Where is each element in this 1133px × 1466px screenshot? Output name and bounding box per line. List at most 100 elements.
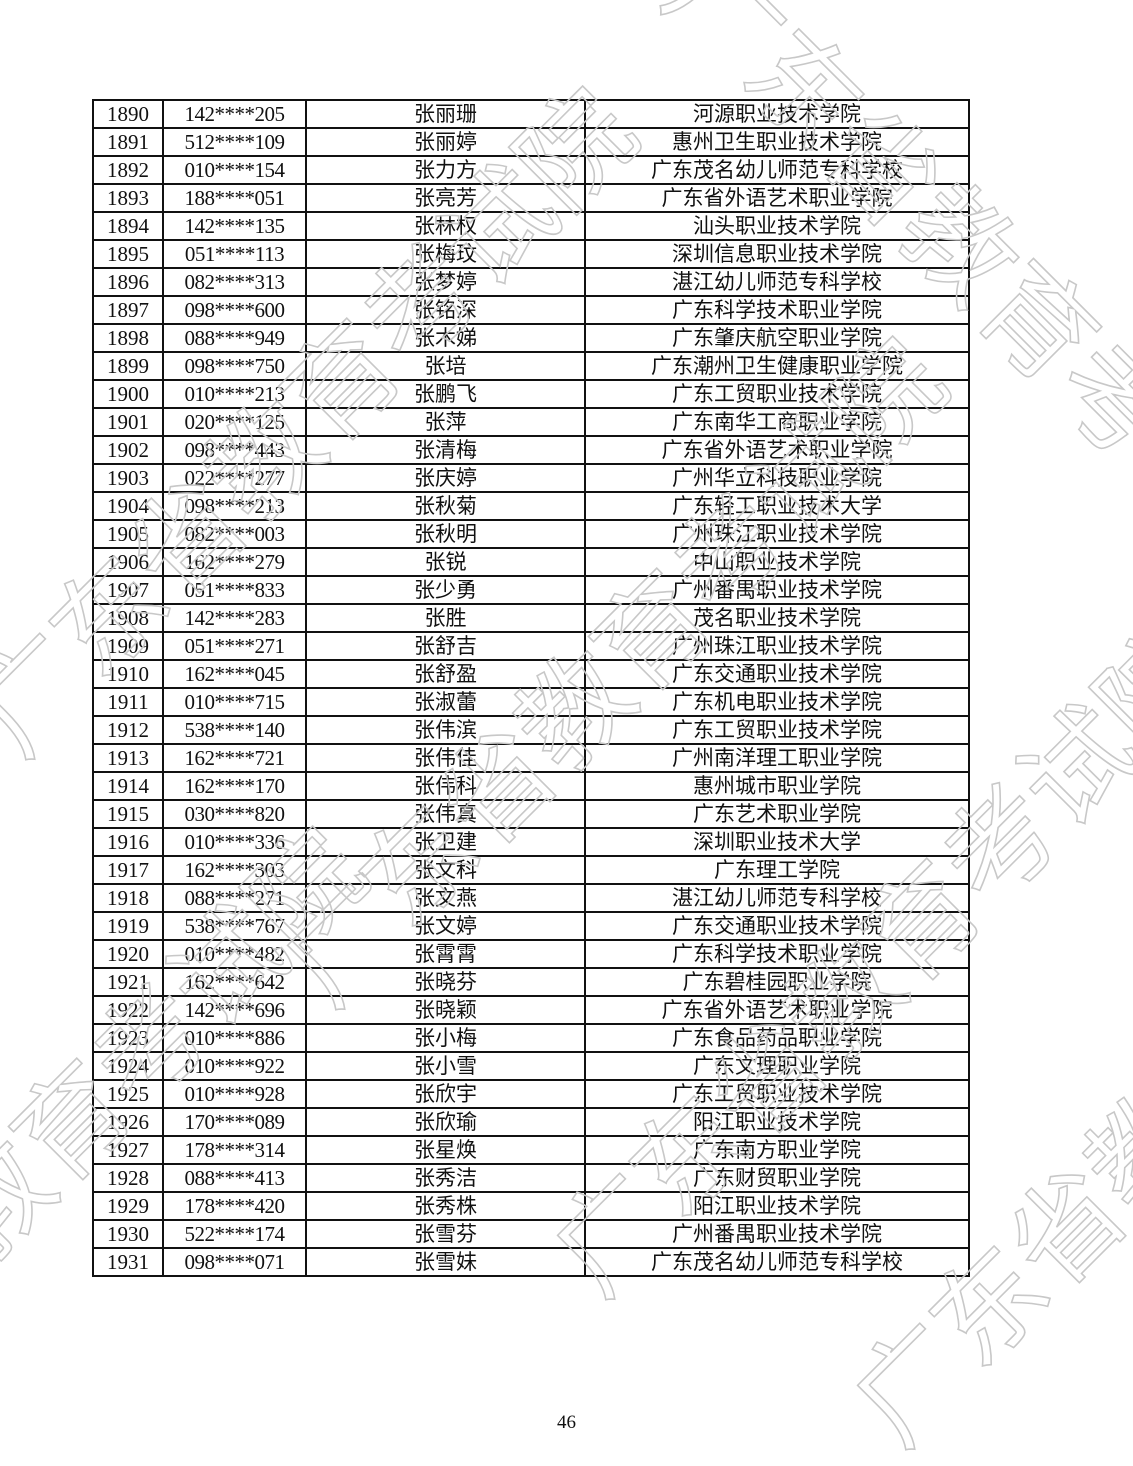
student-name-cell: 张欣瑜 — [305, 1107, 586, 1137]
row-number-cell: 1911 — [92, 687, 164, 717]
school-name-cell: 广东艺术职业学院 — [584, 799, 970, 829]
table-row: 1926 170****089 张欣瑜 阳江职业技术学院 — [92, 1107, 970, 1137]
id-number-cell: 088****413 — [162, 1163, 307, 1193]
id-number-cell: 098****443 — [162, 435, 307, 465]
table-row: 1894 142****135 张林权 汕头职业技术学院 — [92, 211, 970, 241]
id-number-cell: 142****205 — [162, 99, 307, 129]
school-name-cell: 广州番禺职业技术学院 — [584, 575, 970, 605]
table-row: 1899 098****750 张培 广东潮州卫生健康职业学院 — [92, 351, 970, 381]
id-number-cell: 082****313 — [162, 267, 307, 297]
id-number-cell: 098****600 — [162, 295, 307, 325]
student-name-cell: 张舒吉 — [305, 631, 586, 661]
student-name-cell: 张星焕 — [305, 1135, 586, 1165]
row-number-cell: 1918 — [92, 883, 164, 913]
table-row: 1898 088****949 张木娣 广东肇庆航空职业学院 — [92, 323, 970, 353]
id-number-cell: 051****113 — [162, 239, 307, 269]
page-number: 46 — [557, 1412, 576, 1433]
school-name-cell: 广东工贸职业技术学院 — [584, 379, 970, 409]
row-number-cell: 1894 — [92, 211, 164, 241]
school-name-cell: 广东理工学院 — [584, 855, 970, 885]
student-name-cell: 张林权 — [305, 211, 586, 241]
school-name-cell: 广东潮州卫生健康职业学院 — [584, 351, 970, 381]
id-number-cell: 088****949 — [162, 323, 307, 353]
id-number-cell: 142****696 — [162, 995, 307, 1025]
id-number-cell: 022****277 — [162, 463, 307, 493]
student-name-cell: 张晓芬 — [305, 967, 586, 997]
id-number-cell: 162****045 — [162, 659, 307, 689]
id-number-cell: 162****279 — [162, 547, 307, 577]
student-name-cell: 张伟真 — [305, 799, 586, 829]
row-number-cell: 1920 — [92, 939, 164, 969]
student-name-cell: 张梅玟 — [305, 239, 586, 269]
school-name-cell: 广东碧桂园职业学院 — [584, 967, 970, 997]
row-number-cell: 1915 — [92, 799, 164, 829]
id-number-cell: 082****003 — [162, 519, 307, 549]
row-number-cell: 1891 — [92, 127, 164, 157]
row-number-cell: 1895 — [92, 239, 164, 269]
table-row: 1903 022****277 张庆婷 广州华立科技职业学院 — [92, 463, 970, 493]
table-row: 1920 010****482 张霄霄 广东科学技术职业学院 — [92, 939, 970, 969]
school-name-cell: 阳江职业技术学院 — [584, 1191, 970, 1221]
table-row: 1912 538****140 张伟滨 广东工贸职业技术学院 — [92, 715, 970, 745]
row-number-cell: 1893 — [92, 183, 164, 213]
school-name-cell: 阳江职业技术学院 — [584, 1107, 970, 1137]
id-number-cell: 098****213 — [162, 491, 307, 521]
row-number-cell: 1925 — [92, 1079, 164, 1109]
student-name-cell: 张培 — [305, 351, 586, 381]
id-number-cell: 162****642 — [162, 967, 307, 997]
id-number-cell: 030****820 — [162, 799, 307, 829]
id-number-cell: 162****721 — [162, 743, 307, 773]
row-number-cell: 1892 — [92, 155, 164, 185]
row-number-cell: 1929 — [92, 1191, 164, 1221]
table-row: 1906 162****279 张锐 中山职业技术学院 — [92, 547, 970, 577]
id-number-cell: 162****170 — [162, 771, 307, 801]
student-name-cell: 张胜 — [305, 603, 586, 633]
id-number-cell: 020****125 — [162, 407, 307, 437]
school-name-cell: 广东交通职业技术学院 — [584, 659, 970, 689]
student-name-cell: 张梦婷 — [305, 267, 586, 297]
table-row: 1921 162****642 张晓芬 广东碧桂园职业学院 — [92, 967, 970, 997]
student-name-cell: 张晓颖 — [305, 995, 586, 1025]
student-name-cell: 张铭深 — [305, 295, 586, 325]
school-name-cell: 广州华立科技职业学院 — [584, 463, 970, 493]
id-number-cell: 538****767 — [162, 911, 307, 941]
school-name-cell: 广东南方职业学院 — [584, 1135, 970, 1165]
table-row: 1924 010****922 张小雪 广东文理职业学院 — [92, 1051, 970, 1081]
row-number-cell: 1902 — [92, 435, 164, 465]
student-name-cell: 张小雪 — [305, 1051, 586, 1081]
row-number-cell: 1899 — [92, 351, 164, 381]
school-name-cell: 广州番禺职业技术学院 — [584, 1219, 970, 1249]
student-name-cell: 张亮芳 — [305, 183, 586, 213]
row-number-cell: 1919 — [92, 911, 164, 941]
student-name-cell: 张雪芬 — [305, 1219, 586, 1249]
school-name-cell: 广东科学技术职业学院 — [584, 939, 970, 969]
id-number-cell: 010****213 — [162, 379, 307, 409]
school-name-cell: 广东科学技术职业学院 — [584, 295, 970, 325]
row-number-cell: 1916 — [92, 827, 164, 857]
student-name-cell: 张萍 — [305, 407, 586, 437]
school-name-cell: 深圳职业技术大学 — [584, 827, 970, 857]
row-number-cell: 1931 — [92, 1247, 164, 1277]
student-name-cell: 张舒盈 — [305, 659, 586, 689]
student-name-cell: 张秀洁 — [305, 1163, 586, 1193]
id-number-cell: 142****283 — [162, 603, 307, 633]
school-name-cell: 广东机电职业技术学院 — [584, 687, 970, 717]
table-row: 1908 142****283 张胜 茂名职业技术学院 — [92, 603, 970, 633]
row-number-cell: 1928 — [92, 1163, 164, 1193]
row-number-cell: 1917 — [92, 855, 164, 885]
row-number-cell: 1924 — [92, 1051, 164, 1081]
results-table-body: 1890 142****205 张丽珊 河源职业技术学院 1891 512****109 张… — [92, 99, 970, 1277]
student-name-cell: 张文科 — [305, 855, 586, 885]
table-row: 1896 082****313 张梦婷 湛江幼儿师范专科学校 — [92, 267, 970, 297]
school-name-cell: 茂名职业技术学院 — [584, 603, 970, 633]
school-name-cell: 广东交通职业技术学院 — [584, 911, 970, 941]
student-name-cell: 张淑蕾 — [305, 687, 586, 717]
table-row: 1904 098****213 张秋菊 广东轻工职业技术大学 — [92, 491, 970, 521]
student-name-cell: 张文婷 — [305, 911, 586, 941]
table-row: 1891 512****109 张丽婷 惠州卫生职业技术学院 — [92, 127, 970, 157]
row-number-cell: 1901 — [92, 407, 164, 437]
table-row: 1892 010****154 张力方 广东茂名幼儿师范专科学校 — [92, 155, 970, 185]
school-name-cell: 汕头职业技术学院 — [584, 211, 970, 241]
school-name-cell: 广东南华工商职业学院 — [584, 407, 970, 437]
student-name-cell: 张清梅 — [305, 435, 586, 465]
